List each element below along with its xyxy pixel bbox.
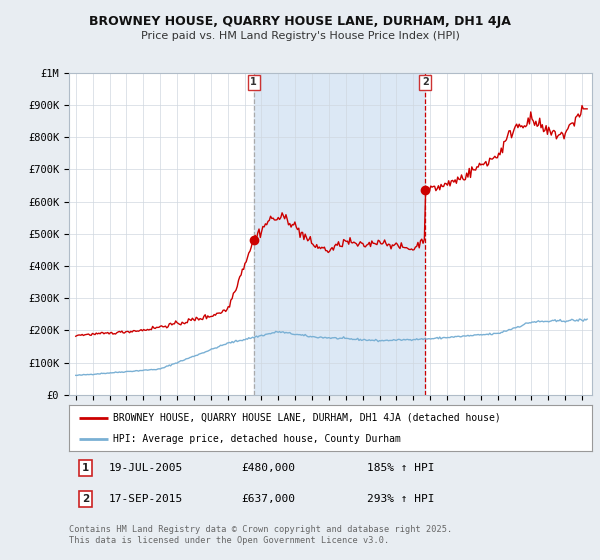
Text: 1: 1 bbox=[82, 463, 89, 473]
Text: HPI: Average price, detached house, County Durham: HPI: Average price, detached house, Coun… bbox=[113, 435, 401, 444]
Text: 1: 1 bbox=[250, 77, 257, 87]
Text: BROWNEY HOUSE, QUARRY HOUSE LANE, DURHAM, DH1 4JA (detached house): BROWNEY HOUSE, QUARRY HOUSE LANE, DURHAM… bbox=[113, 413, 501, 423]
Text: Price paid vs. HM Land Registry's House Price Index (HPI): Price paid vs. HM Land Registry's House … bbox=[140, 31, 460, 41]
Text: 293% ↑ HPI: 293% ↑ HPI bbox=[367, 494, 435, 503]
Bar bbox=[254, 73, 425, 395]
Text: 19-JUL-2005: 19-JUL-2005 bbox=[108, 463, 182, 473]
Text: £637,000: £637,000 bbox=[242, 494, 296, 503]
Text: BROWNEY HOUSE, QUARRY HOUSE LANE, DURHAM, DH1 4JA: BROWNEY HOUSE, QUARRY HOUSE LANE, DURHAM… bbox=[89, 15, 511, 28]
Text: 2: 2 bbox=[422, 77, 428, 87]
Text: Contains HM Land Registry data © Crown copyright and database right 2025.
This d: Contains HM Land Registry data © Crown c… bbox=[69, 525, 452, 545]
Text: 2: 2 bbox=[82, 494, 89, 503]
Text: 17-SEP-2015: 17-SEP-2015 bbox=[108, 494, 182, 503]
Text: 185% ↑ HPI: 185% ↑ HPI bbox=[367, 463, 435, 473]
Text: £480,000: £480,000 bbox=[242, 463, 296, 473]
